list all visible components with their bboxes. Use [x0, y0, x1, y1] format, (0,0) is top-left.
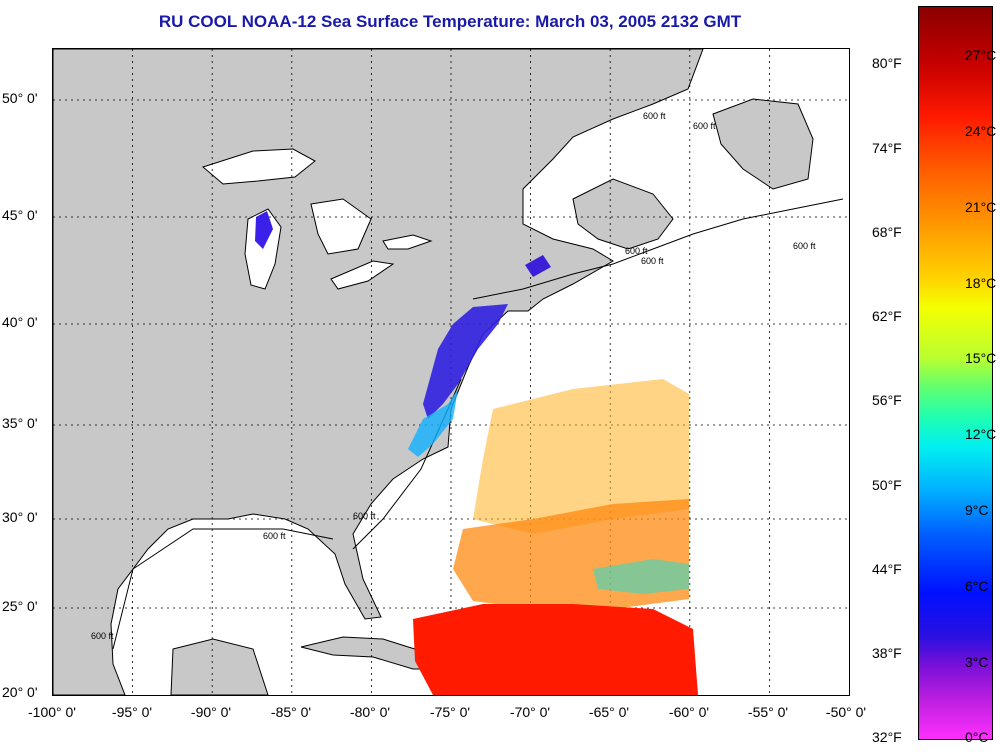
lon-label: -60° 0': [668, 704, 710, 720]
lat-label: 35° 0': [2, 415, 38, 431]
fahrenheit-label: 38°F: [872, 645, 902, 661]
lon-label: -65° 0': [588, 704, 630, 720]
lat-label: 25° 0': [2, 598, 38, 614]
fahrenheit-label: 62°F: [872, 308, 902, 324]
map-title: RU COOL NOAA-12 Sea Surface Temperature:…: [158, 12, 742, 31]
lon-label: -55° 0': [747, 704, 789, 720]
map-canvas: 600 ft 600 ft 600 ft 600 ft 600 ft 600 f…: [53, 49, 849, 695]
celsius-label: 12°C: [965, 426, 997, 442]
lat-label: 20° 0': [2, 684, 38, 700]
celsius-label: 0°C: [965, 729, 989, 745]
lake-ontario: [382, 234, 433, 250]
fahrenheit-label: 80°F: [872, 55, 902, 71]
isobath-label: 600 ft: [793, 241, 816, 251]
lon-label: -75° 0': [429, 704, 471, 720]
lon-label: -50° 0': [825, 704, 867, 720]
lake-erie: [330, 260, 395, 290]
celsius-label: 9°C: [965, 502, 989, 518]
isobath-label: 600 ft: [353, 511, 376, 521]
sst-lake-michigan-patch: [255, 211, 273, 249]
graticule: [53, 49, 849, 695]
lon-label: -90° 0': [190, 704, 232, 720]
sst-coastal-cold: [423, 304, 508, 419]
celsius-label: 21°C: [965, 199, 997, 215]
celsius-label: 3°C: [965, 654, 989, 670]
celsius-label: 6°C: [965, 578, 989, 594]
lon-label: -95° 0': [111, 704, 153, 720]
celsius-label: 27°C: [965, 47, 997, 63]
lon-label: -85° 0': [270, 704, 312, 720]
lon-label: -100° 0': [28, 704, 76, 720]
lat-label: 40° 0': [2, 314, 38, 330]
sst-midlatitude-mixed: [473, 379, 689, 534]
celsius-label: 15°C: [965, 350, 997, 366]
celsius-label: 18°C: [965, 275, 997, 291]
lat-label: 30° 0': [2, 509, 38, 525]
isobath-label: 600 ft: [641, 256, 664, 266]
sst-cyan-filaments: [593, 559, 689, 594]
lon-label: -70° 0': [509, 704, 551, 720]
temperature-colorbar: [918, 6, 993, 740]
lat-label: 50° 0': [2, 90, 38, 106]
celsius-label: 24°C: [965, 123, 997, 139]
isobath-label: 600 ft: [263, 531, 286, 541]
lon-label: -80° 0': [349, 704, 391, 720]
sst-data: [255, 211, 698, 695]
isobath-label: 600 ft: [625, 246, 648, 256]
isobath-label: 600 ft: [643, 111, 666, 121]
fahrenheit-label: 68°F: [872, 224, 902, 240]
sst-tropical-red: [413, 604, 698, 695]
fahrenheit-label: 74°F: [872, 140, 902, 156]
isobath-label: 600 ft: [693, 121, 716, 131]
maritimes-land: [572, 178, 674, 250]
fahrenheit-label: 50°F: [872, 477, 902, 493]
sst-gulf-of-maine-patch: [525, 255, 551, 277]
fahrenheit-label: 56°F: [872, 392, 902, 408]
fahrenheit-label: 32°F: [872, 729, 902, 745]
fahrenheit-label: 44°F: [872, 561, 902, 577]
isobath-label: 600 ft: [91, 631, 114, 641]
lat-label: 45° 0': [2, 207, 38, 223]
lake-superior: [201, 148, 316, 185]
sst-map: 600 ft 600 ft 600 ft 600 ft 600 ft 600 f…: [52, 48, 850, 696]
yucatan-land: [170, 638, 269, 695]
newfoundland-land: [712, 98, 814, 190]
north-america-land: [53, 49, 704, 695]
sst-coastal-gradient: [408, 389, 458, 457]
lake-huron: [310, 198, 372, 255]
